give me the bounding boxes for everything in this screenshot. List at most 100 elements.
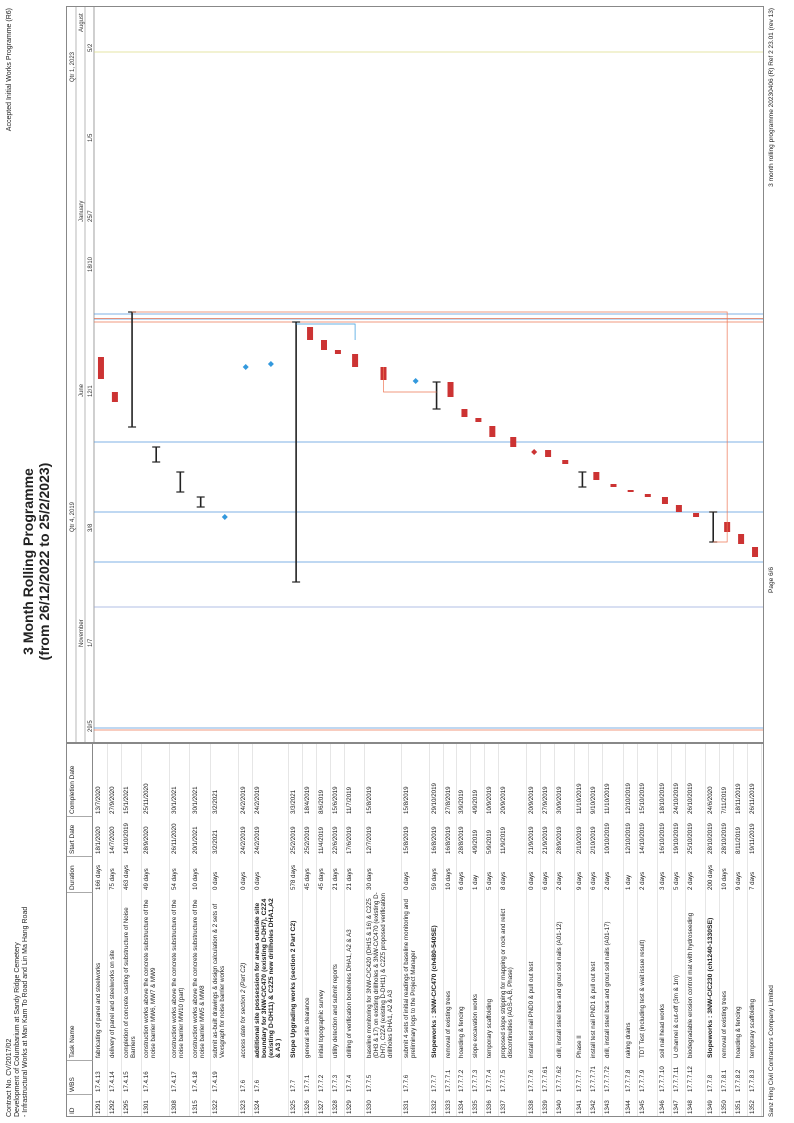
task-id: 1323 <box>239 1100 247 1114</box>
task-name: Slopeworks : 3NW-C/C470 (ch480-540SE) <box>430 925 438 1058</box>
col-id-header: ID <box>67 1094 93 1116</box>
task-id: 1342 <box>590 1100 598 1114</box>
task-wbs: 17.7.8.2 <box>735 1069 743 1092</box>
task-row: 1332 17.7.7 Slopeworks : 3NW-C/C470 (ch480… <box>429 744 444 1116</box>
task-completion-date: 9/10/2019 <box>590 786 598 814</box>
task-name: initial topographic survey <box>318 989 326 1058</box>
task-bar <box>475 418 482 422</box>
month-label: November <box>79 619 85 647</box>
task-duration: 3 days <box>658 871 666 890</box>
task-start-date: 12/10/2019 <box>624 823 632 854</box>
task-completion-date: 3/2/2021 <box>211 789 219 814</box>
task-start-date: 18/1/2020 <box>95 826 102 854</box>
task-row: 1325 17.7 Slope Upgrading works (section 2… <box>289 744 304 1116</box>
task-completion-date: 12/10/2019 <box>624 783 632 814</box>
task-id: 1328 <box>331 1100 339 1114</box>
task-start-date: 14/10/2019 <box>638 823 646 854</box>
task-id: 1324 <box>253 1100 261 1114</box>
task-completion-date: 29/10/2019 <box>430 783 438 814</box>
task-completion-date: 11/7/2019 <box>345 786 353 814</box>
date-label: 12/1 <box>88 385 94 397</box>
task-wbs: 17.7 <box>290 1079 298 1092</box>
task-name: additional site possession for areas out… <box>253 896 282 1058</box>
task-name: removal of existing trees <box>444 990 452 1058</box>
milestone-marker <box>267 361 274 367</box>
task-name: general site clearance <box>304 997 312 1058</box>
task-start-date: 20/1/2021 <box>191 826 199 854</box>
gantt-chart: Qtr 4, 2019 Qtr 1, 2023 November June Januar… <box>66 6 764 743</box>
task-start-date: 28/9/2019 <box>556 826 564 854</box>
task-completion-date: 27/9/2019 <box>542 786 550 814</box>
dependency-link <box>383 367 437 393</box>
milestone-marker <box>531 449 538 455</box>
task-completion-date: 18/11/2019 <box>735 783 743 814</box>
task-start-date: 25/2/2019 <box>290 826 298 854</box>
task-row: 1340 17.7.7.62 drill, install steel bars a… <box>555 744 576 1116</box>
task-row: 1336 17.7.7.4 temporary scaffolding 5 days 5… <box>485 744 500 1116</box>
task-bar <box>510 437 517 447</box>
task-duration: 2 days <box>638 871 646 890</box>
task-row: 1341 17.7.7.7 Phase II 9 days 2/10/2019 11/10… <box>575 744 590 1116</box>
task-wbs: 17.4.19 <box>211 1071 219 1092</box>
task-wbs: 17.7.7.62 <box>556 1066 564 1092</box>
task-duration: 59 days <box>430 868 438 890</box>
task-row: 1350 17.7.8.1 removal of existing trees 10 … <box>720 744 735 1116</box>
date-label: 5/2 <box>88 43 94 52</box>
task-wbs: 17.7.7.71 <box>590 1066 598 1092</box>
task-name: fabricating of panel and steelworks <box>95 962 102 1058</box>
date-label: 1/5 <box>88 133 94 142</box>
task-name: Phase II <box>576 1035 584 1058</box>
task-wbs: 17.7.7.10 <box>658 1066 666 1092</box>
task-start-date: 24/2/2019 <box>253 826 261 854</box>
task-wbs: 17.7.7.4 <box>486 1069 494 1092</box>
task-id: 1340 <box>556 1100 564 1114</box>
task-name: TDT Test (including test & wait issue re… <box>638 939 646 1058</box>
date-label: 18/10 <box>88 256 94 272</box>
task-row: 1292 17.4.14 delivery of panel and steelwo… <box>107 744 122 1116</box>
task-duration: 0 days <box>211 871 219 890</box>
company-name: Sanz Hing Civil Contractors Company Limi… <box>768 985 775 1117</box>
task-row: 1301 17.4.16 construction works above the … <box>142 744 171 1116</box>
task-completion-date: 3/9/2019 <box>458 789 466 814</box>
task-id: 1348 <box>686 1100 694 1114</box>
col-duration-header: Duration <box>67 856 93 892</box>
task-name: soil nail head works <box>658 1004 666 1058</box>
task-bar <box>307 327 314 340</box>
task-completion-date: 7/11/2019 <box>721 786 729 814</box>
task-start-date: 12/7/2019 <box>366 826 374 854</box>
programme-revision: Accepted Initial Works Programme (R6) <box>6 8 13 132</box>
task-bar <box>489 426 496 437</box>
task-completion-date: 4/9/2019 <box>472 789 480 814</box>
task-row: 1348 17.7.7.12 biodegradable erosion contr… <box>685 744 707 1116</box>
task-start-date: 4/9/2019 <box>472 829 480 854</box>
task-id: 1333 <box>444 1100 452 1114</box>
task-completion-date: 27/8/2019 <box>444 786 452 814</box>
task-start-date: 19/10/2019 <box>672 823 680 854</box>
task-name: raking drains <box>624 1022 632 1058</box>
task-duration: 2 days <box>686 871 694 890</box>
task-completion-date: 11/10/2019 <box>576 783 584 814</box>
task-completion-date: 25/11/2020 <box>143 783 151 814</box>
task-id: 1291 <box>95 1100 102 1114</box>
task-id: 1334 <box>458 1100 466 1114</box>
task-wbs: 17.6 <box>239 1079 247 1092</box>
col-wbs-header: WBS <box>67 1060 93 1094</box>
task-duration: 2 days <box>556 871 564 890</box>
month-label: January <box>79 201 85 222</box>
task-duration: 5 days <box>486 871 494 890</box>
task-start-date: 17/6/2019 <box>345 826 353 854</box>
task-row: 1335 17.7.7.3 slope excavation works 1 day 4… <box>471 744 486 1116</box>
task-start-date: 25/10/2019 <box>686 823 694 854</box>
task-id: 1352 <box>749 1100 757 1114</box>
task-duration: 6 days <box>458 871 466 890</box>
task-row: 1327 17.7.2 initial topographic survey 45 d… <box>317 744 331 1116</box>
task-row: 1352 17.7.8.3 temporary scaffolding 7 days 1… <box>748 744 762 1116</box>
task-completion-date: 30/1/2021 <box>171 786 179 814</box>
task-bar <box>644 494 651 497</box>
task-completion-date: 18/10/2019 <box>658 783 666 814</box>
task-duration: 21 days <box>331 868 339 890</box>
task-name: construction works above the concrete su… <box>191 897 206 1058</box>
task-name: drill, install steel bars and grout soil… <box>556 921 564 1058</box>
month-label: June <box>79 383 85 397</box>
task-wbs: 17.4.15 <box>122 1071 130 1092</box>
